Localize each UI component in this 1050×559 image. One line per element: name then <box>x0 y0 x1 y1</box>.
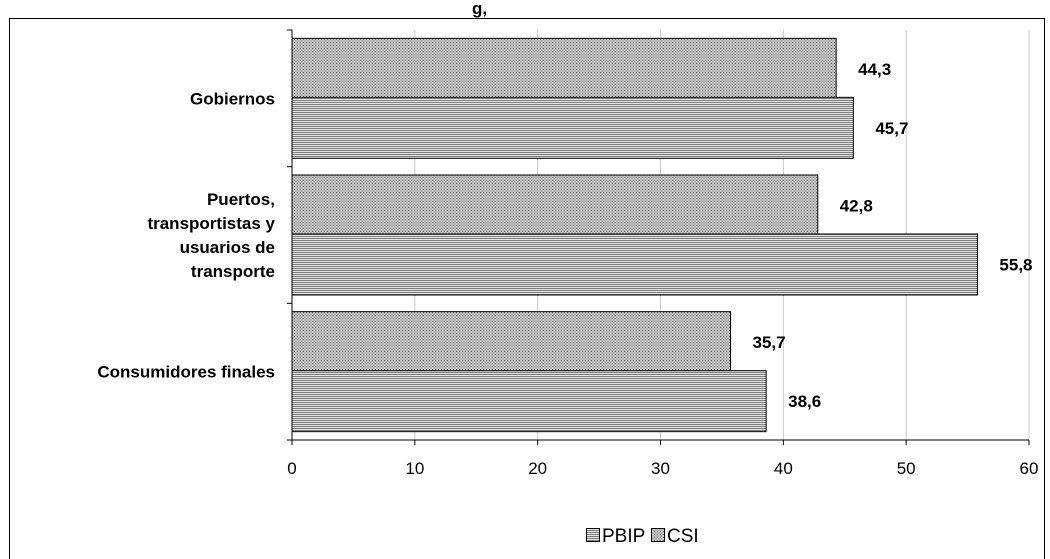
data-label-csi-0: 44,3 <box>858 60 891 79</box>
data-label-csi-2: 35,7 <box>753 333 786 352</box>
data-label-pbip-0: 45,7 <box>875 119 908 138</box>
legend-label-csi: CSI <box>667 526 699 547</box>
bar-csi-2 <box>291 311 732 374</box>
bar-pbip-1 <box>291 233 978 296</box>
bars-group <box>291 37 978 433</box>
x-tick-label-50: 50 <box>897 459 916 478</box>
category-label-2-line-0: Consumidores finales <box>97 363 275 382</box>
category-label-1-line-1: transportistas y <box>147 214 275 233</box>
category-label-0-line-0: Gobiernos <box>190 89 275 108</box>
legend-swatch-csi <box>651 528 665 542</box>
legend-label-pbip: PBIP <box>602 526 645 547</box>
x-tick-label-30: 30 <box>651 459 670 478</box>
bar-csi-0 <box>291 37 837 100</box>
data-label-pbip-2: 38,6 <box>788 392 821 411</box>
category-labels: Gobiernos Puertos, transportistas y usuario… <box>97 89 275 381</box>
data-label-pbip-1: 55,8 <box>999 256 1032 275</box>
x-tick-label-0: 0 <box>287 459 296 478</box>
legend: PBIP CSI <box>586 526 699 547</box>
x-tick-labels: 0 10 20 30 40 50 60 <box>287 459 1038 478</box>
chart-title-fragment: g, <box>472 0 487 18</box>
bar-csi-1 <box>291 174 819 237</box>
bar-pbip-0 <box>291 96 854 159</box>
axes-group <box>287 29 1030 445</box>
x-tick-label-10: 10 <box>405 459 424 478</box>
data-label-csi-1: 42,8 <box>840 197 873 216</box>
bar-pbip-2 <box>291 370 767 433</box>
value-labels: 44,3 45,7 42,8 55,8 35,7 38,6 <box>753 60 1033 411</box>
x-tick-label-60: 60 <box>1020 459 1039 478</box>
category-label-1-line-2: usuarios de <box>180 238 275 257</box>
legend-swatch-pbip <box>586 528 600 542</box>
x-tick-label-20: 20 <box>528 459 547 478</box>
category-label-1-line-3: transporte <box>191 262 275 281</box>
category-label-1-line-0: Puertos, <box>207 190 275 209</box>
x-tick-label-40: 40 <box>774 459 793 478</box>
